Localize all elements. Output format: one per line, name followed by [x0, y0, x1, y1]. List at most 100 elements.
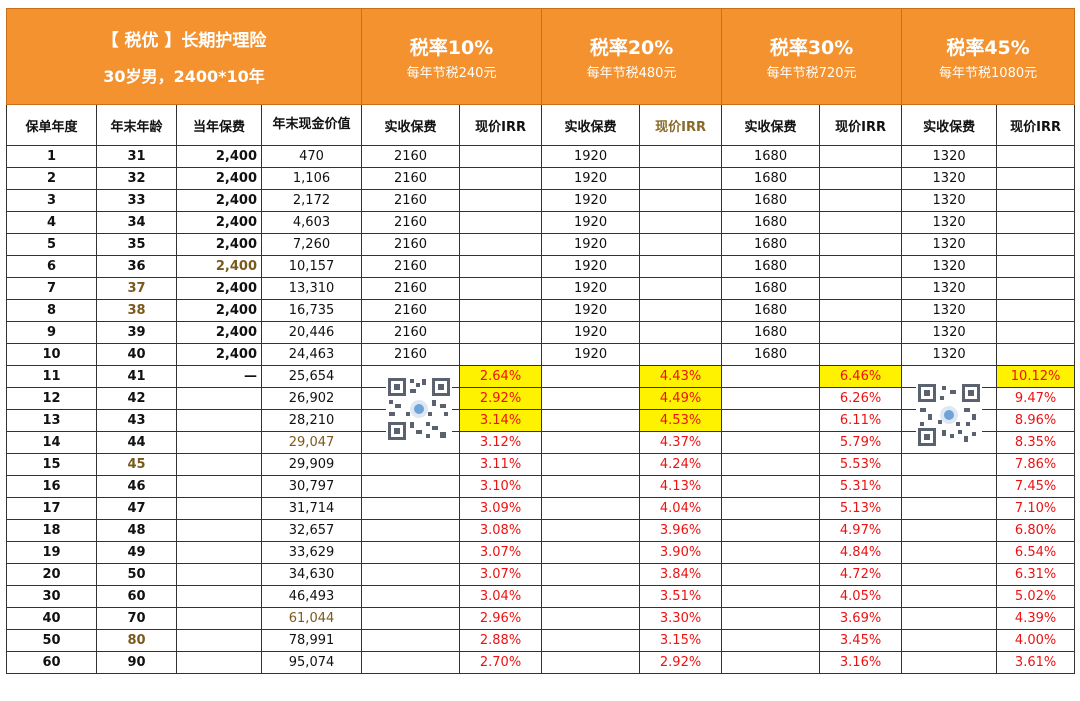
cell-premium: 2,400 — [176, 167, 262, 190]
cell-policy-year: 13 — [6, 409, 97, 432]
cell-age: 39 — [96, 321, 177, 344]
cell-net-premium-10 — [361, 585, 461, 608]
cell-net-premium-30 — [721, 629, 821, 652]
cell-net-premium-20 — [541, 607, 641, 630]
cell-age: 31 — [96, 145, 177, 168]
cell-net-premium-20 — [541, 453, 641, 476]
cell-irr-30: 4.72% — [819, 563, 903, 586]
tax-rate-label: 税率20% — [589, 36, 674, 59]
cell-age: 42 — [96, 387, 177, 410]
cell-policy-year: 18 — [6, 519, 97, 542]
cell-irr-30: 3.16% — [819, 651, 903, 674]
cell-irr-30: 5.13% — [819, 497, 903, 520]
cell-irr-30: 5.31% — [819, 475, 903, 498]
cell-cash-value: 4,603 — [260, 211, 363, 234]
cell-irr-30: 5.53% — [819, 453, 903, 476]
cell-premium: — — [176, 365, 262, 388]
table-row: 20 50 34,630 3.07% 3.84% 4.72% 6.31% — [6, 563, 1076, 586]
cell-policy-year: 40 — [6, 607, 97, 630]
cell-net-premium-20 — [541, 541, 641, 564]
irr-table-container: 【 税优 】长期护理险 30岁男，2400*10年 税率10% 每年节税240元… — [5, 8, 1078, 674]
col-header-net-premium: 实收保费 — [541, 104, 641, 146]
cell-net-premium-45 — [901, 453, 998, 476]
cell-cash-value: 470 — [260, 145, 363, 168]
cell-irr-10: 3.07% — [459, 563, 543, 586]
cell-net-premium-10: 2160 — [361, 145, 461, 168]
cell-irr-45: 6.80% — [996, 519, 1076, 542]
cell-irr-10: 3.12% — [459, 431, 543, 454]
cell-policy-year: 15 — [6, 453, 97, 476]
table-row: 9 39 2,400 20,446 2160 1920 1680 1320 — [6, 321, 1076, 344]
table-row: 14 44 29,047 3.12% 4.37% 5.79% 8.35% — [6, 431, 1076, 454]
cell-irr-10: 3.04% — [459, 585, 543, 608]
tax-saving-label: 每年节税480元 — [586, 65, 677, 81]
cell-net-premium-30 — [721, 651, 821, 674]
cell-irr-10 — [459, 167, 543, 190]
cell-irr-20 — [639, 167, 723, 190]
cell-premium — [176, 607, 262, 630]
cell-net-premium-20: 1920 — [541, 233, 641, 256]
cell-irr-10 — [459, 299, 543, 322]
cell-net-premium-30 — [721, 387, 821, 410]
cell-cash-value: 25,654 — [260, 365, 363, 388]
cell-policy-year: 17 — [6, 497, 97, 520]
cell-irr-30 — [819, 255, 903, 278]
cell-cash-value: 34,630 — [260, 563, 363, 586]
cell-irr-30: 3.45% — [819, 629, 903, 652]
cell-age: 49 — [96, 541, 177, 564]
cell-policy-year: 10 — [6, 343, 97, 366]
cell-irr-30: 4.05% — [819, 585, 903, 608]
tax-group-10: 税率10% 每年节税240元 — [361, 8, 543, 105]
cell-net-premium-20: 1920 — [541, 145, 641, 168]
cell-irr-45 — [996, 145, 1076, 168]
cell-age: 43 — [96, 409, 177, 432]
cell-premium: 2,400 — [176, 277, 262, 300]
cell-cash-value: 26,902 — [260, 387, 363, 410]
cell-cash-value: 31,714 — [260, 497, 363, 520]
col-header-net-premium: 实收保费 — [721, 104, 821, 146]
cell-cash-value: 24,463 — [260, 343, 363, 366]
cell-net-premium-45 — [901, 475, 998, 498]
cell-irr-30: 5.79% — [819, 431, 903, 454]
cell-net-premium-20: 1920 — [541, 299, 641, 322]
cell-irr-20: 4.13% — [639, 475, 723, 498]
cell-irr-20: 4.53% — [639, 409, 723, 432]
cell-premium — [176, 541, 262, 564]
cell-policy-year: 60 — [6, 651, 97, 674]
column-header-row: 保单年度 年末年龄 当年保费 年末现金价值 实收保费 现价IRR 实收保费 现价… — [6, 104, 1076, 146]
cell-irr-45 — [996, 277, 1076, 300]
cell-policy-year: 14 — [6, 431, 97, 454]
cell-irr-10: 2.64% — [459, 365, 543, 388]
cell-irr-45: 7.86% — [996, 453, 1076, 476]
cell-irr-45: 7.45% — [996, 475, 1076, 498]
cell-irr-30 — [819, 167, 903, 190]
col-header-irr: 现价IRR — [996, 104, 1076, 146]
cell-net-premium-45: 1320 — [901, 233, 998, 256]
cell-cash-value: 32,657 — [260, 519, 363, 542]
cell-irr-45: 9.47% — [996, 387, 1076, 410]
cell-net-premium-20 — [541, 651, 641, 674]
qr-code-icon — [916, 382, 982, 448]
cell-irr-20 — [639, 255, 723, 278]
cell-net-premium-20 — [541, 475, 641, 498]
cell-irr-10: 3.14% — [459, 409, 543, 432]
cell-age: 46 — [96, 475, 177, 498]
cell-cash-value: 61,044 — [260, 607, 363, 630]
cell-cash-value: 10,157 — [260, 255, 363, 278]
cell-irr-10 — [459, 189, 543, 212]
cell-cash-value: 2,172 — [260, 189, 363, 212]
cell-premium — [176, 409, 262, 432]
table-row: 17 47 31,714 3.09% 4.04% 5.13% 7.10% — [6, 497, 1076, 520]
cell-irr-45: 5.02% — [996, 585, 1076, 608]
cell-net-premium-45: 1320 — [901, 167, 998, 190]
cell-irr-20 — [639, 277, 723, 300]
cell-premium: 2,400 — [176, 321, 262, 344]
cell-cash-value: 46,493 — [260, 585, 363, 608]
cell-irr-30 — [819, 189, 903, 212]
cell-irr-30: 3.69% — [819, 607, 903, 630]
cell-premium: 2,400 — [176, 189, 262, 212]
cell-cash-value: 28,210 — [260, 409, 363, 432]
cell-policy-year: 30 — [6, 585, 97, 608]
cell-irr-20 — [639, 189, 723, 212]
cell-net-premium-30: 1680 — [721, 343, 821, 366]
